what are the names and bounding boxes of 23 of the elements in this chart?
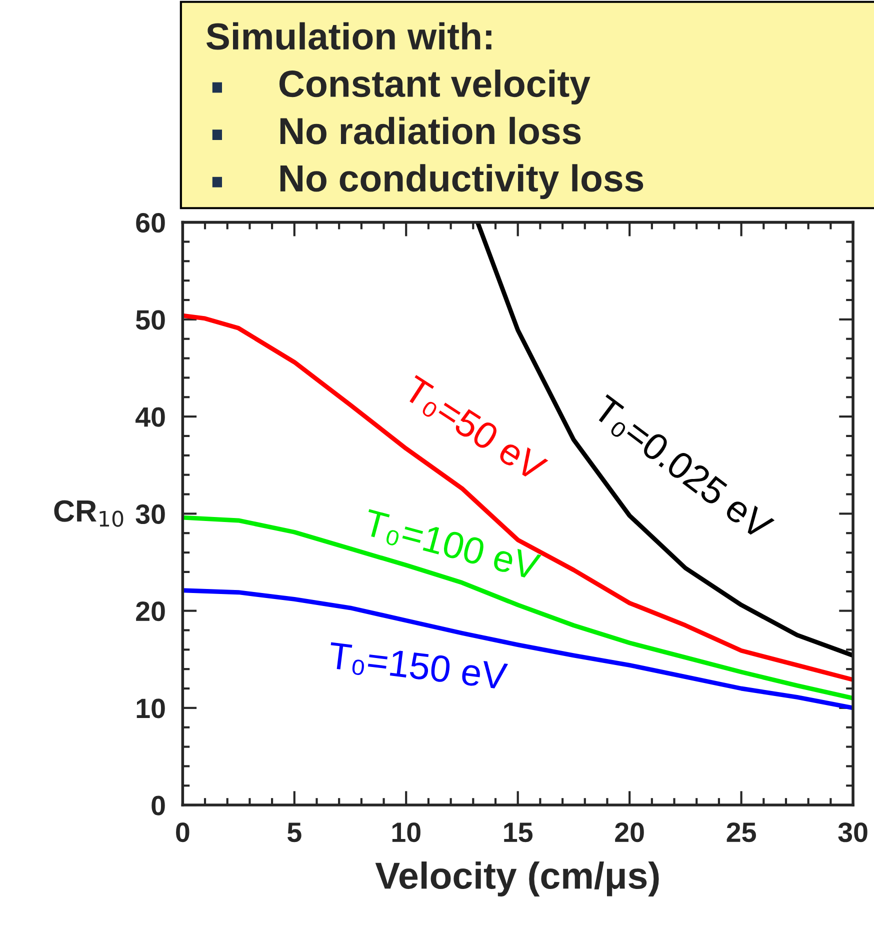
y-axis-title: CR$_{10}$ <box>54 500 124 527</box>
y-tick-label: 0 <box>152 796 165 816</box>
text: No conductivity loss <box>280 164 644 200</box>
x-tick-label: 20 <box>615 822 644 842</box>
text: T₀=100 eV <box>362 508 542 584</box>
y-tick-label: 50 <box>136 310 165 330</box>
y-tick-label: 60 <box>136 212 165 233</box>
y-tick-label: 20 <box>136 601 165 622</box>
x-axis-title: Velocity (cm/μs) <box>375 861 659 896</box>
y-tick-label: 40 <box>136 407 165 427</box>
y-tick-label: 30 <box>136 504 165 524</box>
text: T₀=150 eV <box>328 642 508 693</box>
text: Simulation with: <box>206 22 492 50</box>
x-tick-label: 25 <box>726 822 756 842</box>
x-tick-label: 10 <box>392 822 420 842</box>
x-tick-label: 5 <box>288 822 302 842</box>
y-tick-label: 10 <box>136 698 165 718</box>
x-tick-label: 15 <box>504 822 533 842</box>
x-tick-label: 0 <box>176 822 190 842</box>
line-series <box>182 588 854 710</box>
x-tick-label: 30 <box>838 822 868 842</box>
text: Constant velocity <box>279 70 590 105</box>
text: No radiation loss <box>280 116 581 144</box>
